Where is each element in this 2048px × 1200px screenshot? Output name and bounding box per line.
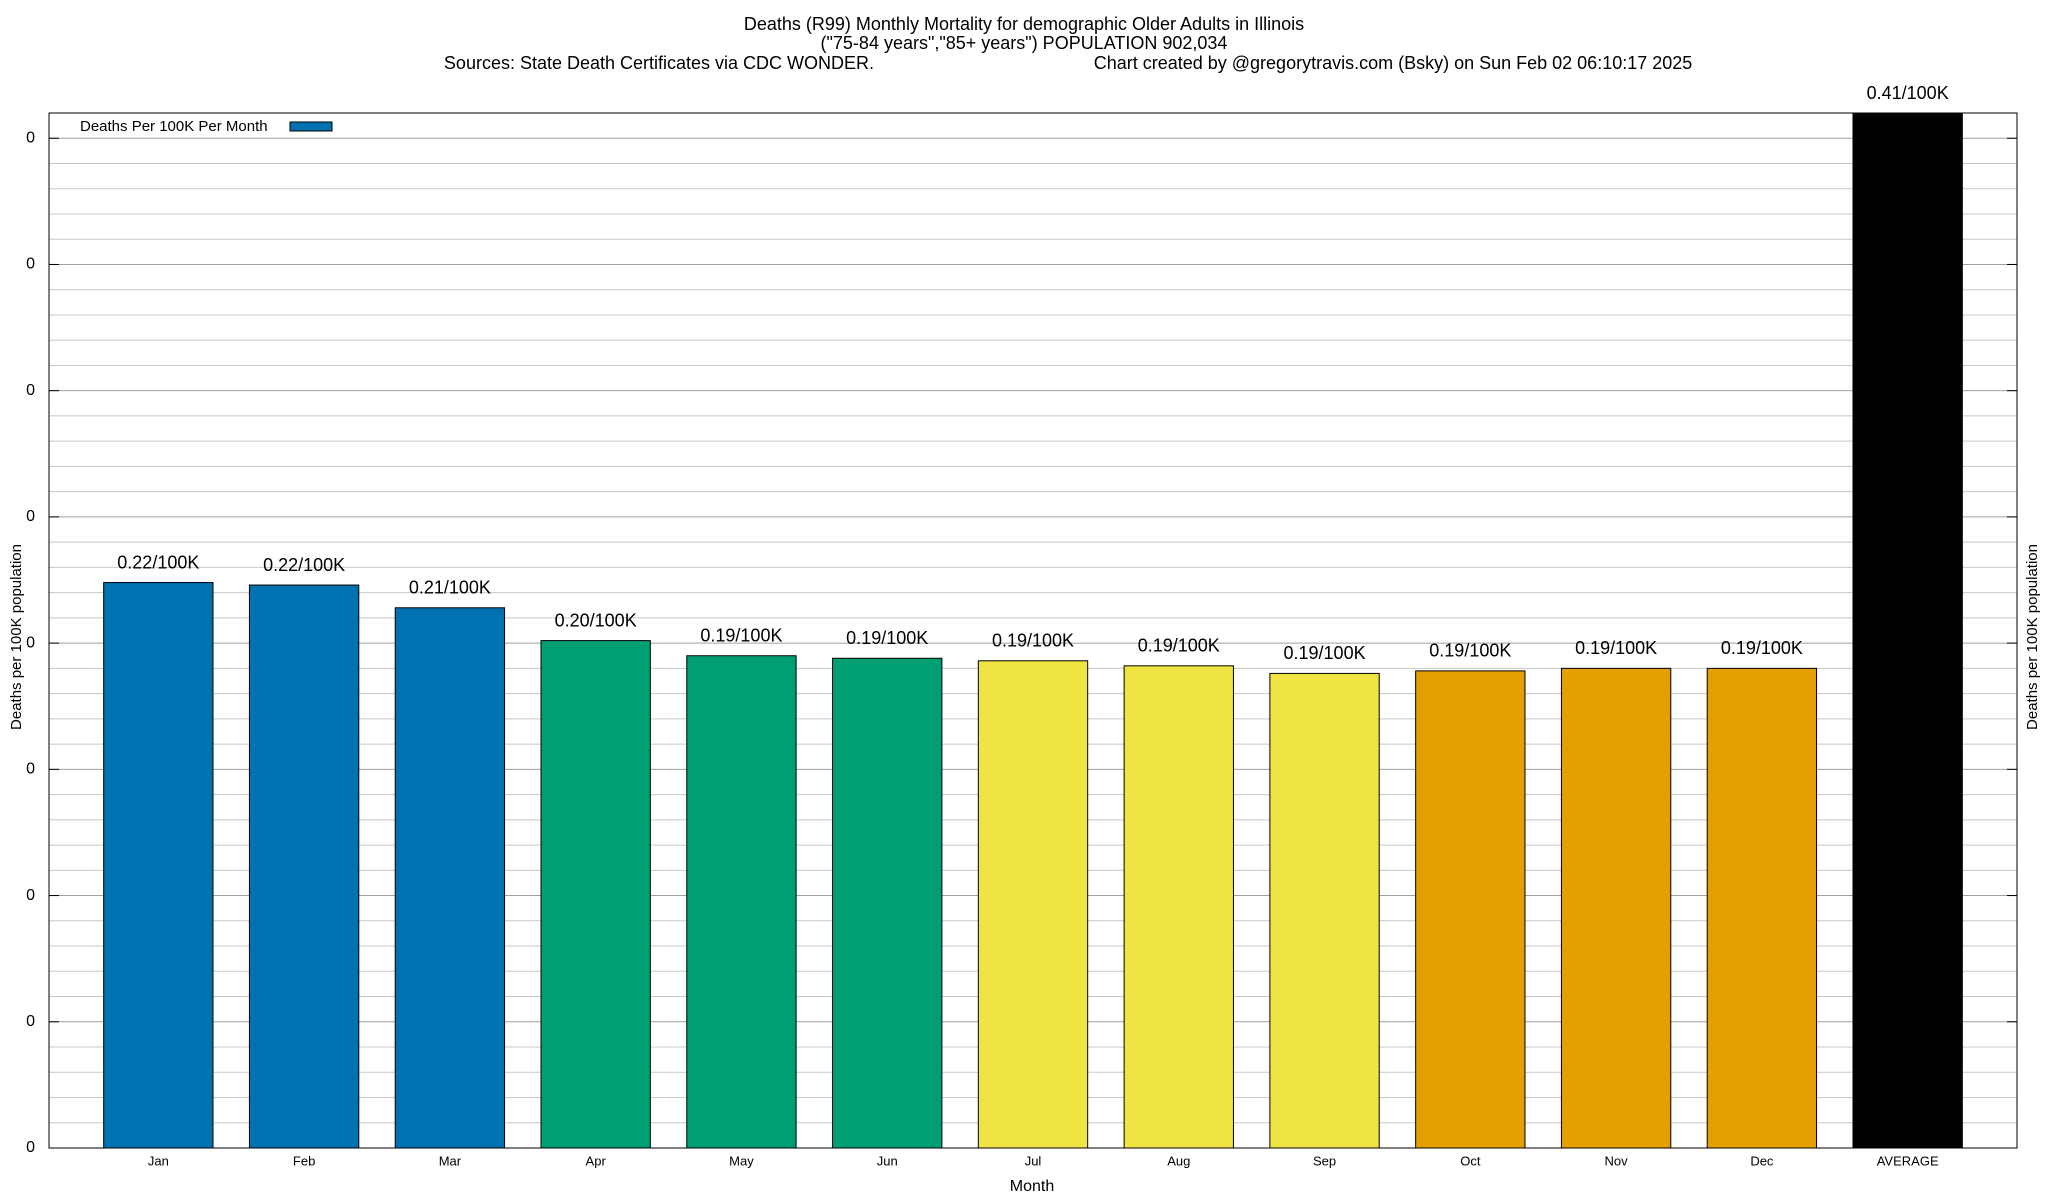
value-label: 0.19/100K (992, 631, 1074, 651)
value-label: 0.19/100K (846, 628, 928, 648)
x-tick-label: Jun (877, 1153, 898, 1168)
value-label: 0.41/100K (1867, 83, 1949, 103)
value-label: 0.19/100K (1575, 638, 1657, 658)
y-tick-label: 0 (26, 1013, 35, 1030)
bar (832, 657, 943, 1149)
x-tick-label: Jan (148, 1153, 169, 1168)
legend-swatch (289, 121, 333, 132)
x-axis-label: Month (1010, 1178, 1054, 1195)
y-tick-label: 0 (26, 761, 35, 778)
bar (1706, 667, 1818, 1149)
y-tick-label: 0 (26, 129, 35, 146)
value-label: 0.19/100K (1284, 643, 1366, 663)
bar (686, 655, 797, 1149)
plot-frame (48, 112, 2018, 1149)
x-tick-label: May (729, 1153, 754, 1168)
x-tick-label: Sep (1313, 1153, 1336, 1168)
bar (1123, 665, 1234, 1149)
bar (977, 660, 1089, 1149)
bar (1269, 672, 1380, 1149)
y-tick-label: 0 (26, 634, 35, 651)
x-tick-label: Dec (1750, 1153, 1774, 1168)
y-tick-label: 0 (26, 256, 35, 273)
x-tick-label: Mar (439, 1153, 462, 1168)
y-tick-label: 0 (26, 382, 35, 399)
value-label: 0.19/100K (700, 625, 782, 645)
value-label: 0.21/100K (409, 578, 491, 598)
chart-credit: Chart created by @gregorytravis.com (Bsk… (1094, 53, 1693, 73)
value-label: 0.19/100K (1429, 641, 1511, 661)
bar (1560, 667, 1672, 1149)
x-tick-label: Aug (1167, 1153, 1190, 1168)
y-tick-label: 0 (26, 508, 35, 525)
x-tick-label: Jul (1025, 1153, 1042, 1168)
x-tick-label: Feb (293, 1153, 315, 1168)
chart-title: Deaths (R99) Monthly Mortality for demog… (744, 14, 1304, 34)
value-label: 0.20/100K (555, 610, 637, 630)
y-tick-label: 0 (26, 887, 35, 904)
chart-sources: Sources: State Death Certificates via CD… (444, 53, 874, 73)
value-label: 0.22/100K (117, 552, 199, 572)
bar (103, 582, 214, 1149)
y2-axis-label: Deaths per 100K population (2024, 544, 2041, 730)
x-tick-label: Nov (1605, 1153, 1629, 1168)
value-label: 0.19/100K (1138, 636, 1220, 656)
value-label: 0.22/100K (263, 555, 345, 575)
bar (394, 607, 506, 1149)
x-tick-label: Oct (1460, 1153, 1481, 1168)
chart-subtitle: ("75-84 years","85+ years") POPULATION 9… (821, 33, 1228, 53)
bar (1415, 670, 1526, 1149)
x-tick-label: Apr (586, 1153, 607, 1168)
y-tick-label: 0 (26, 1139, 35, 1156)
y-axis-label: Deaths per 100K population (8, 544, 25, 730)
bar (540, 640, 651, 1149)
legend-label: Deaths Per 100K Per Month (80, 118, 268, 135)
x-tick-label: AVERAGE (1877, 1153, 1939, 1168)
bar (248, 584, 360, 1149)
value-label: 0.19/100K (1721, 638, 1803, 658)
bar (1852, 112, 1963, 1149)
